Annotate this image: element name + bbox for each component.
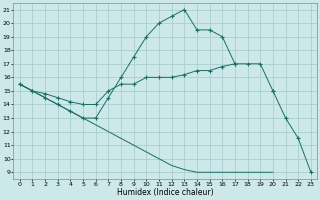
X-axis label: Humidex (Indice chaleur): Humidex (Indice chaleur) (117, 188, 214, 197)
